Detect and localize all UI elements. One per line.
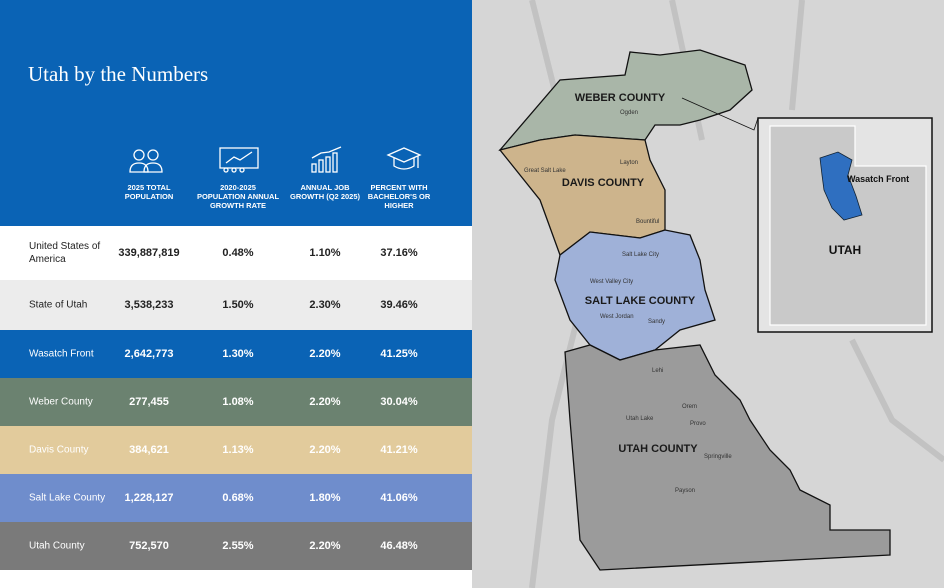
city-label: Lehi: [652, 368, 663, 374]
table-row: Salt Lake County 1,228,127 0.68% 1.80% 41.06…: [0, 474, 472, 522]
cell-value: 277,455: [129, 396, 169, 408]
cell-value: 1.10%: [309, 247, 341, 259]
map: WEBER COUNTY DAVIS COUNTY SALT LAKE COUN…: [472, 0, 944, 588]
city-label: Salt Lake City: [622, 252, 659, 258]
cell-value: 1,228,127: [124, 492, 174, 504]
column-header: PERCENT WITH BACHELOR'S OR HIGHER: [367, 183, 431, 210]
cell-value: 0.48%: [222, 247, 254, 259]
cell-value: 30.04%: [380, 396, 418, 408]
cell-value: 2,642,773: [124, 348, 174, 360]
cell-value: 384,621: [129, 444, 169, 456]
cell-value: 339,887,819: [118, 247, 180, 259]
cell-value: 39.46%: [380, 299, 418, 311]
cell-value: 1.50%: [222, 299, 254, 311]
cell-value: 0.68%: [222, 492, 254, 504]
table-row: Wasatch Front 2,642,773 1.30% 2.20% 41.25%: [0, 330, 472, 378]
cell-value: 2.20%: [309, 540, 341, 552]
cell-value: 1.80%: [309, 492, 341, 504]
row-label: Weber County: [29, 396, 93, 408]
cell-value: 752,570: [129, 540, 169, 552]
city-label: Bountiful: [636, 219, 659, 225]
city-label: Orem: [682, 404, 697, 410]
cell-value: 46.48%: [380, 540, 418, 552]
utah-outline: [769, 125, 927, 326]
city-label: Utah Lake: [626, 416, 654, 422]
header: Utah by the Numbers 2025 TOTAL POPULATIO…: [0, 0, 472, 226]
table-row: Weber County 277,455 1.08% 2.20% 30.04%: [0, 378, 472, 426]
table-row: State of Utah 3,538,233 1.50% 2.30% 39.46%: [0, 280, 472, 330]
city-label: Ogden: [620, 110, 638, 116]
title: Utah by the Numbers: [28, 62, 209, 86]
wasatch-front-shape: [819, 151, 863, 221]
inset-region-label: Wasatch Front: [847, 174, 909, 184]
cell-value: 2.20%: [309, 444, 341, 456]
city-label: Great Salt Lake: [524, 168, 566, 174]
city-label: Layton: [620, 160, 638, 166]
row-label: Davis County: [29, 444, 89, 456]
table-row: United States of America 339,887,819 0.48%…: [0, 226, 472, 280]
table-row: Davis County 384,621 1.13% 2.20% 41.21%: [0, 426, 472, 474]
growth-icon: [219, 147, 259, 173]
column-header: ANNUAL JOB GROWTH (Q2 2025): [289, 183, 360, 201]
cell-value: 2.20%: [309, 396, 341, 408]
city-label: Sandy: [648, 319, 665, 325]
inset-state-label: UTAH: [829, 243, 861, 257]
row-label: Utah County: [29, 540, 85, 552]
cell-value: 41.25%: [380, 348, 418, 360]
cell-value: 1.08%: [222, 396, 254, 408]
city-label: Provo: [690, 421, 706, 427]
row-label: United States of America: [29, 241, 101, 265]
city-label: Payson: [675, 488, 695, 494]
education-icon: [386, 147, 422, 170]
city-label: West Valley City: [590, 279, 633, 285]
row-label: Salt Lake County: [29, 492, 106, 504]
cell-value: 2.30%: [309, 299, 341, 311]
population-icon: [129, 149, 163, 173]
jobs-icon: [311, 146, 342, 173]
city-label: West Jordan: [600, 314, 634, 320]
cell-value: 1.13%: [222, 444, 254, 456]
salt-lake-county: [554, 229, 716, 361]
table-row: Utah County 752,570 2.55% 2.20% 46.48%: [0, 522, 472, 570]
county-label: UTAH COUNTY: [618, 443, 698, 455]
cell-value: 2.55%: [222, 540, 254, 552]
inset-pointer: [681, 97, 759, 131]
cell-value: 3,538,233: [124, 299, 174, 311]
utah-county: [564, 344, 891, 571]
row-label: Wasatch Front: [29, 348, 94, 360]
cell-value: 37.16%: [380, 247, 418, 259]
county-label: SALT LAKE COUNTY: [585, 295, 696, 307]
cell-value: 1.30%: [222, 348, 254, 360]
davis-county: [498, 134, 666, 257]
cell-value: 2.20%: [309, 348, 341, 360]
county-label: WEBER COUNTY: [575, 92, 666, 104]
column-header: 2020-2025 POPULATION ANNUAL GROWTH RATE: [196, 183, 280, 210]
cell-value: 41.21%: [380, 444, 418, 456]
row-label: State of Utah: [29, 299, 88, 311]
county-label: DAVIS COUNTY: [562, 177, 645, 189]
column-header: 2025 TOTAL POPULATION: [124, 183, 174, 201]
city-label: Springville: [704, 454, 732, 460]
stats-panel: Utah by the Numbers 2025 TOTAL POPULATIO…: [0, 0, 472, 570]
cell-value: 41.06%: [380, 492, 418, 504]
